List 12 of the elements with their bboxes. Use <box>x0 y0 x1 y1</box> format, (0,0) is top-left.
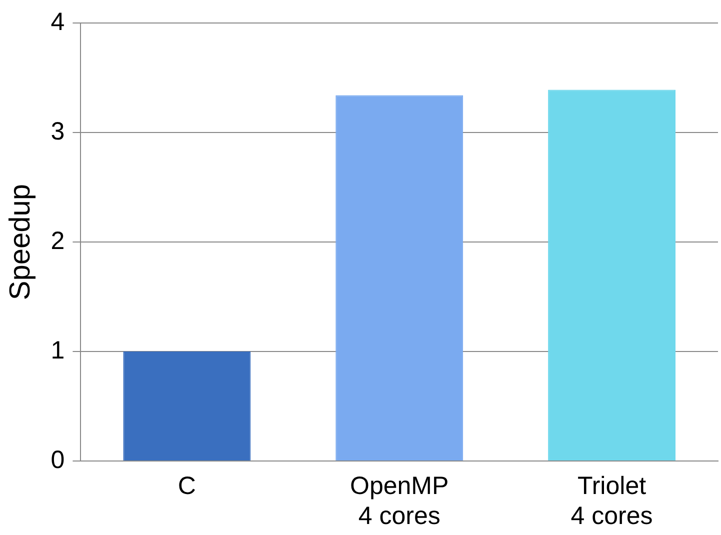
y-tick-label: 3 <box>50 117 65 146</box>
y-tick-label: 4 <box>50 8 65 36</box>
bar <box>123 352 251 460</box>
x-tick-label: C <box>178 472 196 500</box>
y-tick-label: 0 <box>50 446 65 474</box>
bar <box>548 90 676 460</box>
x-tick-label: OpenMP 4 cores <box>350 472 449 530</box>
x-tick-label: Triolet 4 cores <box>570 472 653 530</box>
y-tick-label: 1 <box>50 336 65 364</box>
y-axis-title: Speedup <box>4 184 36 300</box>
y-tick-label: 2 <box>50 226 65 255</box>
bar <box>336 95 464 460</box>
